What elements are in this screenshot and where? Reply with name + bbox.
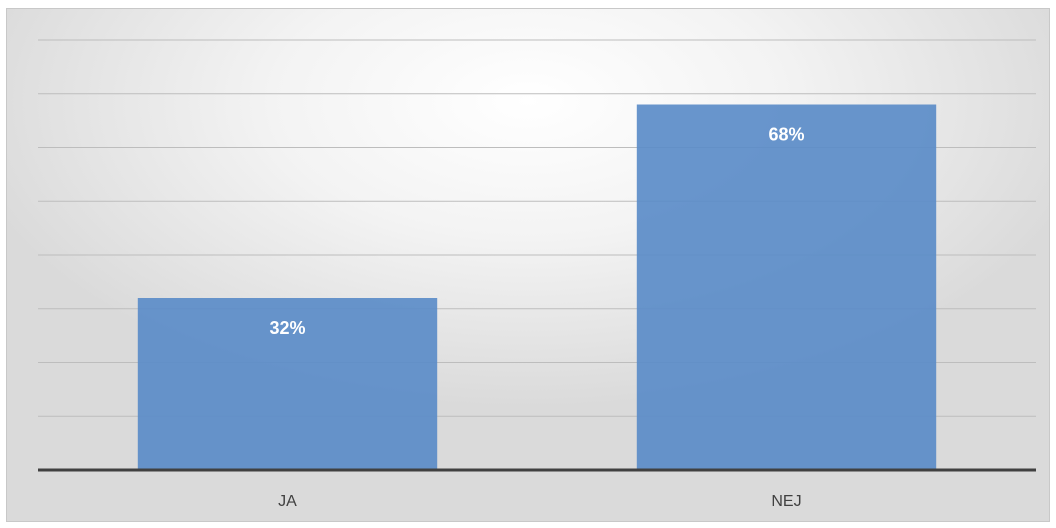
bars (137, 104, 937, 470)
data-label-nej: 68% (768, 125, 804, 145)
x-tick-label-ja: JA (278, 493, 297, 510)
x-tick-labels: JA NEJ (278, 493, 801, 510)
bar-nej (636, 104, 937, 470)
data-labels: 32% 68% (269, 125, 804, 339)
bar-ja (137, 298, 438, 470)
x-tick-label-nej: NEJ (771, 493, 801, 510)
data-label-ja: 32% (269, 318, 305, 338)
